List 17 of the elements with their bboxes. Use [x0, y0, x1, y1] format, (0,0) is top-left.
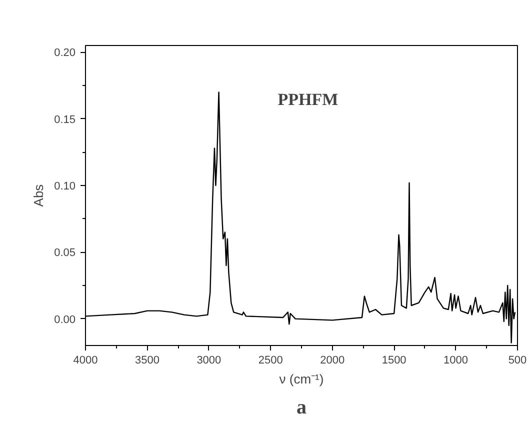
text: a [296, 396, 306, 418]
text: PPHFM [278, 90, 338, 109]
x-tick-label: 4000 [73, 354, 98, 366]
x-tick-label: 1000 [444, 354, 468, 366]
y-tick-label: 0.05 [54, 247, 76, 260]
x-tick-label: 2000 [320, 354, 345, 366]
y-tick-label: 0.00 [54, 314, 76, 326]
y-tick-label: 0.15 [54, 114, 76, 126]
x-tick-label: 1500 [382, 354, 406, 366]
y-tick-label: 0.20 [54, 47, 76, 60]
x-tick-label: 2500 [258, 354, 283, 366]
y-axis-title: Abs [31, 184, 46, 207]
x-tick-label: 3500 [134, 354, 160, 366]
y-tick-label: 0.10 [54, 180, 76, 192]
x-axis-title: ν (cm⁻¹) [279, 372, 324, 386]
x-tick-label: 500 [508, 354, 527, 366]
x-tick-label: 3000 [196, 354, 222, 366]
